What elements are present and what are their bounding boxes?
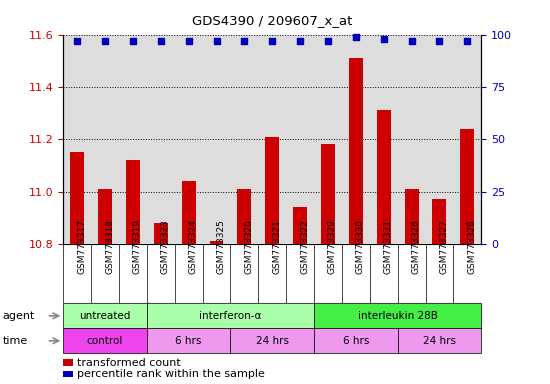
Text: GSM773325: GSM773325 — [217, 219, 226, 274]
Point — [212, 38, 221, 44]
Point — [351, 33, 360, 40]
Text: 6 hrs: 6 hrs — [343, 336, 369, 346]
Text: transformed count: transformed count — [77, 358, 181, 368]
Text: GDS4390 / 209607_x_at: GDS4390 / 209607_x_at — [192, 14, 353, 27]
Bar — [126, 160, 140, 244]
Text: GSM773322: GSM773322 — [300, 219, 309, 274]
Bar — [265, 137, 279, 244]
Point — [407, 38, 416, 44]
Point — [184, 38, 193, 44]
Bar — [398, 328, 481, 353]
Bar — [314, 328, 398, 353]
Bar — [377, 111, 390, 244]
Point — [240, 38, 249, 44]
Text: GSM773324: GSM773324 — [189, 219, 197, 274]
Point — [101, 38, 109, 44]
Text: interleukin 28B: interleukin 28B — [358, 311, 438, 321]
Point — [156, 38, 165, 44]
Bar — [432, 199, 447, 244]
Text: agent: agent — [3, 311, 35, 321]
Point — [323, 38, 332, 44]
Text: GSM773320: GSM773320 — [244, 219, 254, 274]
Bar — [182, 181, 196, 244]
Text: control: control — [87, 336, 123, 346]
Text: GSM773328: GSM773328 — [468, 219, 476, 274]
Point — [268, 38, 277, 44]
Bar — [98, 189, 112, 244]
Bar — [238, 189, 251, 244]
Point — [296, 38, 305, 44]
Text: time: time — [3, 336, 28, 346]
Bar — [154, 223, 168, 244]
Bar — [349, 58, 363, 244]
Point — [379, 36, 388, 42]
Bar — [70, 152, 84, 244]
Text: GSM773318: GSM773318 — [105, 219, 114, 274]
Text: GSM773327: GSM773327 — [439, 219, 448, 274]
Bar — [314, 303, 481, 328]
Bar — [230, 328, 314, 353]
Text: GSM773329: GSM773329 — [328, 219, 337, 274]
Text: GSM773326: GSM773326 — [411, 219, 421, 274]
Text: GSM773323: GSM773323 — [161, 219, 170, 274]
Bar — [63, 328, 147, 353]
Bar — [147, 303, 314, 328]
Point — [73, 38, 81, 44]
Text: 24 hrs: 24 hrs — [423, 336, 456, 346]
Point — [463, 38, 472, 44]
Point — [435, 38, 444, 44]
Bar — [293, 207, 307, 244]
Text: untreated: untreated — [79, 311, 131, 321]
Bar — [321, 144, 335, 244]
Text: GSM773331: GSM773331 — [384, 219, 393, 274]
Bar — [405, 189, 419, 244]
Text: 24 hrs: 24 hrs — [256, 336, 289, 346]
Text: GSM773321: GSM773321 — [272, 219, 281, 274]
Bar — [210, 241, 223, 244]
Text: percentile rank within the sample: percentile rank within the sample — [77, 369, 265, 379]
Text: GSM773317: GSM773317 — [77, 219, 86, 274]
Text: GSM773330: GSM773330 — [356, 219, 365, 274]
Bar — [147, 328, 230, 353]
Bar — [63, 303, 147, 328]
Text: 6 hrs: 6 hrs — [175, 336, 202, 346]
Point — [129, 38, 138, 44]
Text: interferon-α: interferon-α — [199, 311, 262, 321]
Bar — [460, 129, 474, 244]
Text: GSM773319: GSM773319 — [133, 219, 142, 274]
